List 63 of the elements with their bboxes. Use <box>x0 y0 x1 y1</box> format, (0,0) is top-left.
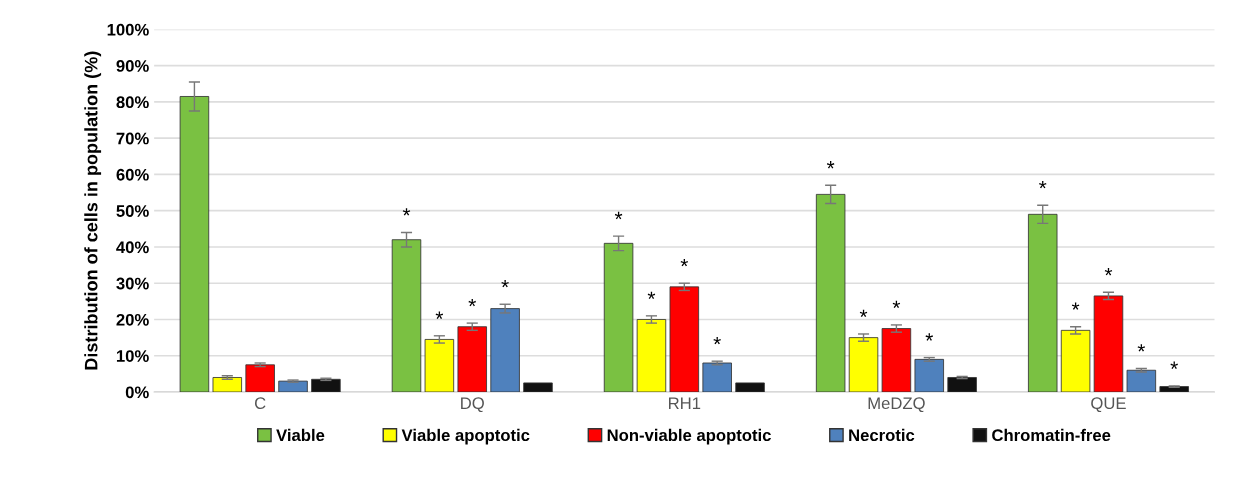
bar <box>391 239 422 392</box>
data-label: * <box>1104 268 1113 276</box>
bar <box>1060 329 1091 392</box>
x-tick-label: C <box>254 397 266 410</box>
y-tick-label: 80% <box>116 96 149 109</box>
x-tick-label: RH1 <box>669 397 701 409</box>
x-tick-label: DQ <box>461 397 484 413</box>
y-tick-label: 10% <box>116 350 149 362</box>
bar <box>457 326 487 392</box>
bar <box>947 377 977 392</box>
x-tick-label: MeDZQ <box>868 397 925 413</box>
legend-label: Viable <box>276 428 325 442</box>
data-label: * <box>614 211 623 220</box>
bar <box>914 358 944 392</box>
legend-label: Non-viable apoptotic <box>607 428 771 445</box>
bar <box>424 339 455 392</box>
y-axis-title: Distribution of cells in population (%) <box>84 51 102 370</box>
bar <box>523 382 553 392</box>
bar <box>179 96 210 392</box>
bar <box>278 380 308 392</box>
y-tick-label: 90% <box>116 60 149 72</box>
bar <box>815 193 846 392</box>
data-label: * <box>1071 302 1080 310</box>
y-tick-label: 60% <box>116 168 149 181</box>
bar <box>603 242 634 392</box>
data-label: * <box>826 161 835 169</box>
x-tick-label: QUE <box>1091 397 1126 413</box>
legend-label: Chromatin-free <box>992 428 1111 442</box>
y-tick-label: 30% <box>116 277 149 290</box>
data-label: * <box>1137 344 1146 352</box>
y-tick-label: 70% <box>116 132 149 145</box>
y-tick-label: 50% <box>116 205 149 217</box>
data-label: * <box>468 298 476 307</box>
bar <box>245 364 275 392</box>
bar <box>1027 213 1058 392</box>
bar <box>669 286 700 392</box>
bar <box>848 337 879 392</box>
bar <box>735 382 765 392</box>
y-tick-label: 100% <box>107 23 149 36</box>
bar <box>311 378 341 392</box>
data-label: * <box>713 336 721 345</box>
data-label: * <box>892 300 901 309</box>
bar <box>212 377 243 392</box>
bar <box>636 319 667 392</box>
legend-label: Necrotic <box>849 428 915 442</box>
bar <box>881 328 912 392</box>
data-label: * <box>680 259 689 267</box>
y-tick-label: 20% <box>116 313 149 326</box>
bar <box>702 362 732 392</box>
bar <box>1093 295 1124 392</box>
data-label: * <box>435 311 444 319</box>
data-label: * <box>1170 361 1178 369</box>
data-label: * <box>1039 181 1047 189</box>
y-tick-label: 0% <box>125 386 149 399</box>
data-label: * <box>402 208 411 216</box>
bar <box>490 308 520 392</box>
legend-label: Viable apoptotic <box>401 428 530 445</box>
data-label: * <box>925 333 933 341</box>
data-label: * <box>647 291 656 299</box>
y-tick-label: 40% <box>116 241 149 254</box>
data-label: * <box>501 280 509 288</box>
data-label: * <box>859 309 868 318</box>
bar <box>1126 369 1157 392</box>
